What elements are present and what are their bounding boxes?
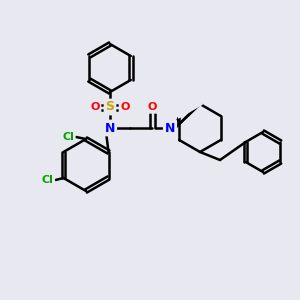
- Text: N: N: [105, 122, 115, 134]
- Text: O: O: [120, 102, 130, 112]
- Text: Cl: Cl: [62, 132, 74, 142]
- Text: O: O: [90, 102, 100, 112]
- Text: N: N: [165, 122, 175, 134]
- Text: N: N: [165, 122, 175, 134]
- Text: O: O: [147, 102, 157, 112]
- Text: Cl: Cl: [41, 175, 53, 185]
- Text: S: S: [106, 100, 115, 113]
